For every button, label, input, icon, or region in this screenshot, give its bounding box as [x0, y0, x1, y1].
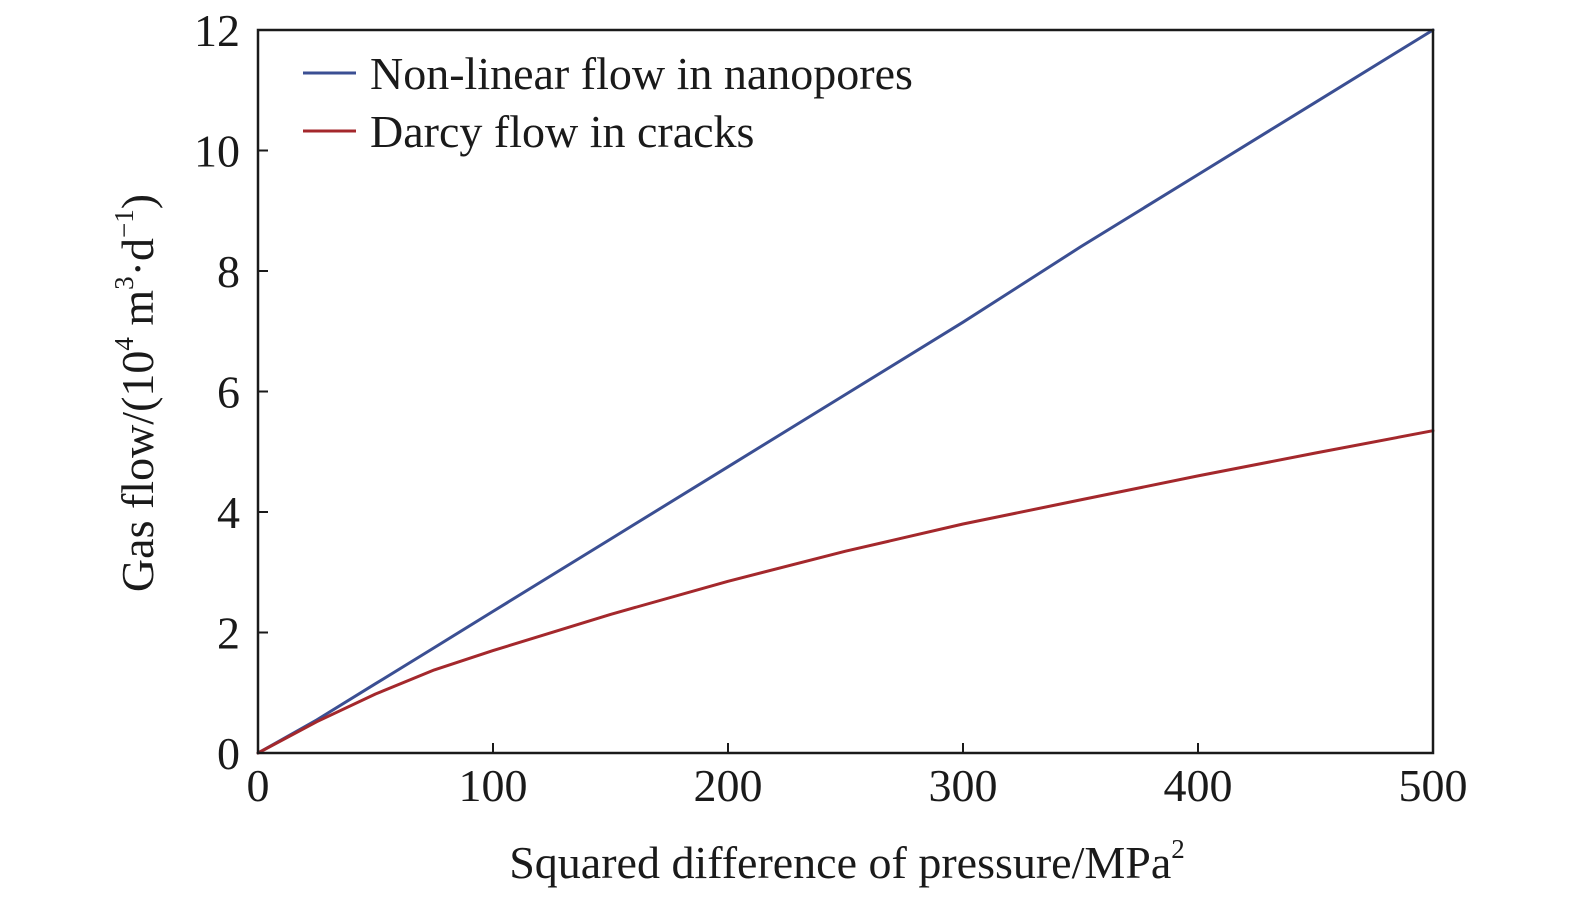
legend-label-2: Darcy flow in cracks	[370, 106, 754, 157]
y-tick-label: 4	[217, 487, 240, 538]
x-tick-label: 0	[247, 760, 270, 811]
x-tick-label: 300	[929, 760, 998, 811]
y-axis-label: Gas flow/(104 m3·d−1)	[109, 194, 163, 592]
y-tick-label: 0	[217, 728, 240, 779]
series-line-2	[256, 429, 1435, 755]
x-tick-label: 100	[459, 760, 528, 811]
y-tick-label: 12	[194, 5, 240, 56]
legend: Non-linear flow in nanopores Darcy flow i…	[303, 48, 913, 157]
legend-label-1: Non-linear flow in nanopores	[370, 48, 913, 99]
y-tick-label: 2	[217, 608, 240, 659]
x-tick-label: 500	[1399, 760, 1468, 811]
x-tick-label: 200	[694, 760, 763, 811]
x-axis-label: Squared difference of pressure/MPa2	[509, 834, 1185, 888]
y-tick-label: 6	[217, 367, 240, 418]
series-line-1	[256, 28, 1435, 755]
y-tick-label: 10	[194, 126, 240, 177]
x-tick-label: 400	[1164, 760, 1233, 811]
ticks-layer: 0 100 200 300 400 500 0 2 4 6 8 10 12	[194, 5, 1468, 811]
y-tick-label: 8	[217, 246, 240, 297]
series-layer	[256, 28, 1435, 755]
